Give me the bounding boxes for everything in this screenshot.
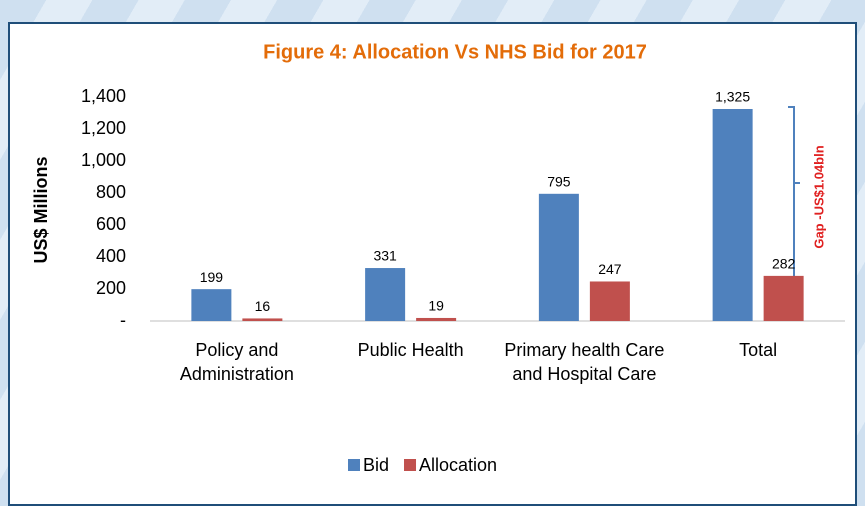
chart-title: Figure 4: Allocation Vs NHS Bid for 2017 — [263, 41, 647, 63]
bar — [763, 275, 804, 321]
legend-swatch — [348, 459, 360, 471]
y-tick-label: - — [120, 310, 126, 330]
data-label: 19 — [428, 298, 444, 314]
y-tick-label: 200 — [96, 278, 126, 298]
y-tick-label: 1,000 — [81, 150, 126, 170]
x-tick-label: Primary health Care and Hospital Care — [504, 340, 665, 384]
y-tick-label: 1,200 — [81, 118, 126, 138]
bar — [416, 317, 457, 321]
data-label: 331 — [373, 248, 397, 264]
data-label: 1,325 — [715, 89, 750, 105]
y-axis-label: US$ Millions — [31, 156, 51, 263]
bar — [712, 109, 753, 321]
data-label: 247 — [598, 261, 622, 277]
y-tick-label: 1,400 — [81, 86, 126, 106]
y-tick-label: 400 — [96, 246, 126, 266]
bar — [589, 281, 630, 321]
legend-label: Bid — [363, 455, 389, 475]
y-tick-label: 800 — [96, 182, 126, 202]
x-tick-label: Public Health — [357, 340, 464, 360]
data-label: 199 — [200, 269, 224, 285]
data-label: 16 — [255, 298, 271, 314]
data-label: 282 — [772, 256, 796, 272]
y-tick-label: 600 — [96, 214, 126, 234]
bar — [538, 193, 579, 321]
legend-swatch — [404, 459, 417, 471]
data-label: 795 — [547, 174, 571, 190]
legend-label: Allocation — [419, 455, 497, 475]
x-tick-label: Total — [739, 340, 778, 360]
bar — [365, 268, 406, 321]
bar — [191, 289, 232, 321]
bar — [242, 318, 283, 321]
annotation: Gap -US$1.04bln — [811, 145, 826, 248]
x-tick-label: Policy and Administration — [179, 340, 294, 384]
